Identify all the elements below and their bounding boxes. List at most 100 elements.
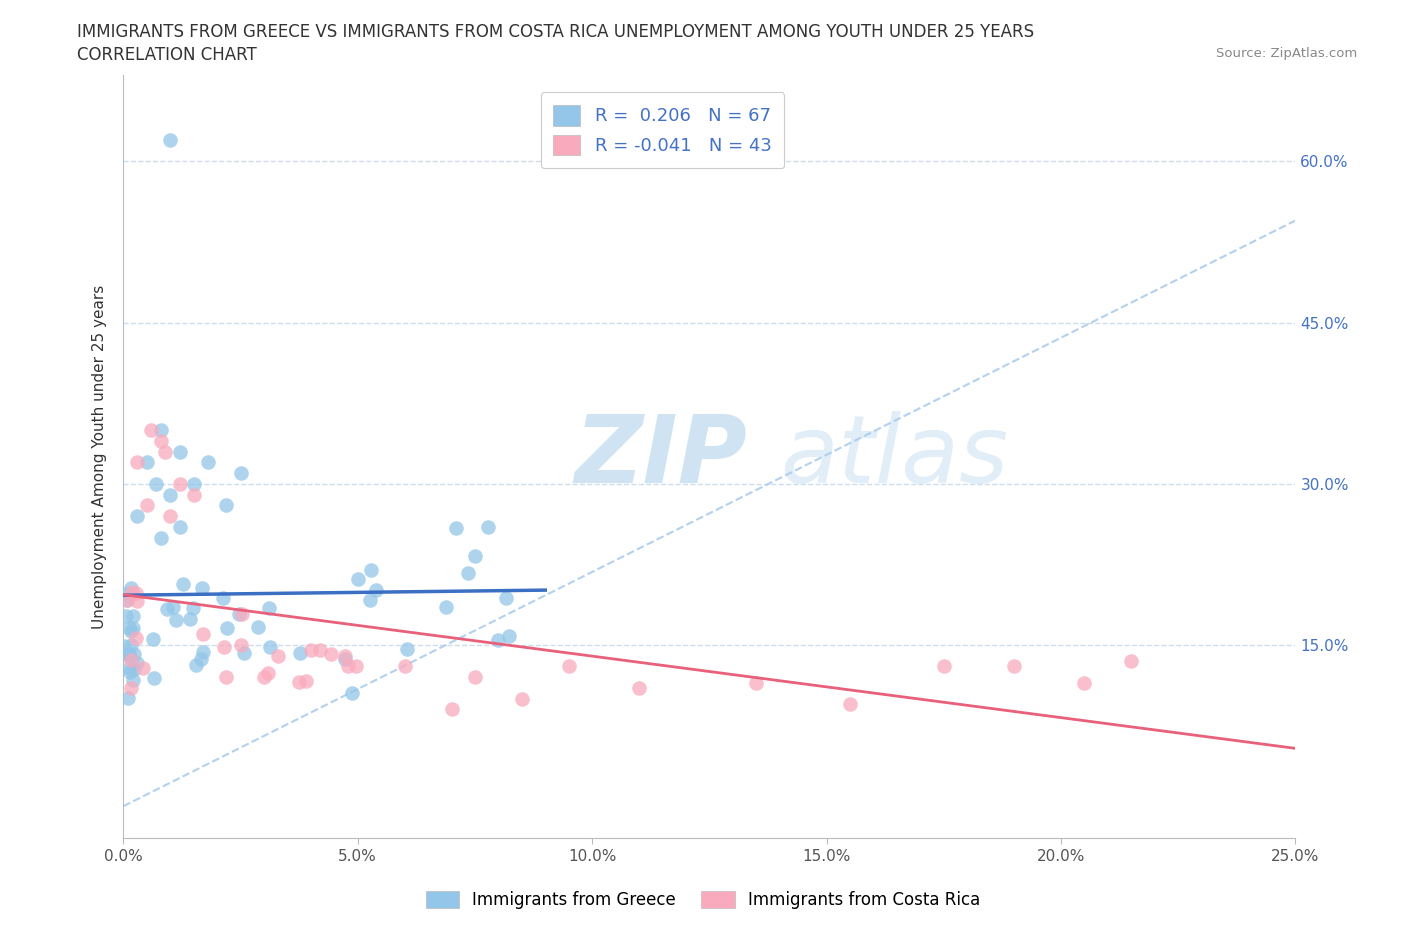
Y-axis label: Unemployment Among Youth under 25 years: Unemployment Among Youth under 25 years — [93, 285, 107, 629]
Immigrants from Greece — [122, 672, 145, 687]
Immigrants from Costa Rica — [337, 659, 360, 674]
Immigrants from Greece — [120, 623, 142, 638]
Immigrants from Greece — [169, 445, 191, 459]
Immigrants from Greece — [366, 583, 388, 598]
Immigrants from Greece — [169, 519, 191, 534]
Immigrants from Greece — [118, 620, 141, 635]
Immigrants from Greece — [181, 601, 204, 616]
Immigrants from Greece — [190, 652, 212, 667]
Immigrants from Costa Rica — [394, 659, 416, 674]
Immigrants from Costa Rica — [120, 652, 142, 667]
Legend: Immigrants from Greece, Immigrants from Costa Rica: Immigrants from Greece, Immigrants from … — [418, 883, 988, 917]
Immigrants from Greece — [340, 685, 363, 700]
Immigrants from Costa Rica — [127, 455, 149, 470]
Immigrants from Greece — [122, 646, 145, 661]
Immigrants from Greece — [191, 581, 214, 596]
Immigrants from Greece — [359, 593, 381, 608]
Immigrants from Greece — [215, 498, 238, 512]
Immigrants from Greece — [159, 132, 181, 147]
Immigrants from Greece — [197, 455, 219, 470]
Immigrants from Costa Rica — [256, 665, 278, 680]
Immigrants from Costa Rica — [159, 509, 181, 524]
Immigrants from Costa Rica — [155, 445, 177, 459]
Immigrants from Costa Rica — [125, 631, 148, 645]
Immigrants from Greece — [135, 455, 157, 470]
Immigrants from Costa Rica — [557, 659, 579, 674]
Immigrants from Costa Rica — [183, 487, 205, 502]
Immigrants from Costa Rica — [212, 639, 235, 654]
Immigrants from Greece — [193, 644, 215, 659]
Immigrants from Costa Rica — [295, 673, 318, 688]
Immigrants from Costa Rica — [1073, 675, 1095, 690]
Immigrants from Greece — [259, 640, 281, 655]
Immigrants from Costa Rica — [299, 643, 322, 658]
Immigrants from Costa Rica — [510, 691, 533, 706]
Immigrants from Costa Rica — [253, 670, 276, 684]
Immigrants from Greece — [290, 645, 312, 660]
Immigrants from Costa Rica — [120, 680, 142, 695]
Immigrants from Costa Rica — [932, 659, 955, 674]
Text: ZIP: ZIP — [575, 411, 748, 503]
Text: CORRELATION CHART: CORRELATION CHART — [77, 46, 257, 64]
Immigrants from Greece — [120, 664, 142, 679]
Immigrants from Greece — [122, 609, 145, 624]
Immigrants from Costa Rica — [464, 670, 486, 684]
Immigrants from Greece — [212, 591, 235, 605]
Immigrants from Greece — [112, 638, 135, 653]
Immigrants from Costa Rica — [121, 585, 143, 600]
Immigrants from Greece — [477, 520, 499, 535]
Immigrants from Greece — [118, 660, 141, 675]
Immigrants from Costa Rica — [839, 697, 862, 711]
Immigrants from Greece — [165, 613, 187, 628]
Immigrants from Greece — [117, 592, 139, 607]
Immigrants from Greece — [434, 600, 457, 615]
Immigrants from Greece — [145, 476, 167, 491]
Immigrants from Costa Rica — [124, 585, 146, 600]
Immigrants from Greece — [120, 637, 142, 652]
Immigrants from Greece — [122, 662, 145, 677]
Immigrants from Greece — [184, 658, 207, 672]
Immigrants from Costa Rica — [231, 606, 253, 621]
Immigrants from Greece — [247, 619, 270, 634]
Immigrants from Greece — [122, 620, 145, 635]
Immigrants from Greece — [142, 671, 165, 685]
Immigrants from Costa Rica — [745, 675, 768, 690]
Immigrants from Greece — [347, 572, 370, 587]
Immigrants from Costa Rica — [117, 593, 139, 608]
Immigrants from Greece — [120, 580, 142, 595]
Immigrants from Costa Rica — [215, 670, 238, 684]
Immigrants from Costa Rica — [125, 593, 148, 608]
Immigrants from Greece — [149, 422, 172, 437]
Immigrants from Greece — [115, 647, 138, 662]
Immigrants from Greece — [162, 600, 184, 615]
Immigrants from Greece — [159, 487, 181, 502]
Text: Source: ZipAtlas.com: Source: ZipAtlas.com — [1216, 46, 1357, 60]
Immigrants from Greece — [464, 549, 486, 564]
Immigrants from Greece — [217, 620, 239, 635]
Immigrants from Costa Rica — [344, 658, 367, 673]
Immigrants from Greece — [498, 629, 520, 644]
Legend: R =  0.206   N = 67, R = -0.041   N = 43: R = 0.206 N = 67, R = -0.041 N = 43 — [541, 92, 785, 168]
Immigrants from Greece — [172, 577, 194, 591]
Immigrants from Costa Rica — [132, 660, 155, 675]
Immigrants from Greece — [114, 587, 136, 602]
Immigrants from Costa Rica — [440, 702, 463, 717]
Immigrants from Costa Rica — [229, 638, 252, 653]
Immigrants from Costa Rica — [141, 422, 163, 437]
Immigrants from Costa Rica — [135, 498, 157, 512]
Immigrants from Greece — [117, 690, 139, 705]
Immigrants from Costa Rica — [1002, 659, 1025, 674]
Immigrants from Greece — [127, 509, 149, 524]
Immigrants from Costa Rica — [288, 674, 311, 689]
Text: atlas: atlas — [780, 411, 1008, 502]
Text: IMMIGRANTS FROM GREECE VS IMMIGRANTS FROM COSTA RICA UNEMPLOYMENT AMONG YOUTH UN: IMMIGRANTS FROM GREECE VS IMMIGRANTS FRO… — [77, 23, 1035, 41]
Immigrants from Costa Rica — [333, 648, 356, 663]
Immigrants from Greece — [183, 476, 205, 491]
Immigrants from Costa Rica — [309, 643, 332, 658]
Immigrants from Greece — [395, 641, 418, 656]
Immigrants from Greece — [228, 606, 250, 621]
Immigrants from Greece — [115, 608, 138, 623]
Immigrants from Greece — [118, 647, 141, 662]
Immigrants from Greece — [229, 466, 252, 481]
Immigrants from Greece — [446, 521, 468, 536]
